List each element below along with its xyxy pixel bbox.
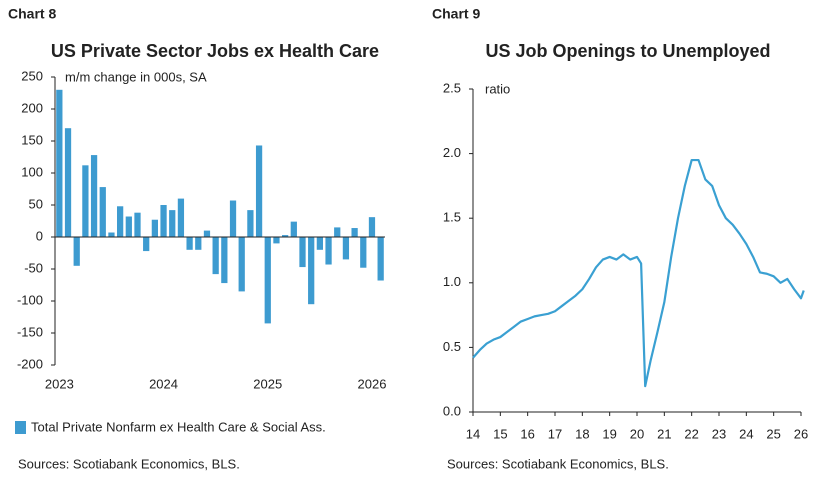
y-tick-label: 0 — [36, 228, 43, 243]
bar — [108, 232, 115, 237]
bar — [299, 237, 306, 268]
bar — [169, 210, 176, 237]
chart-label: Chart 8 — [8, 6, 56, 22]
y-tick-label: 0.5 — [443, 339, 461, 354]
bar — [160, 205, 167, 237]
bar — [151, 219, 158, 237]
x-tick-label: 22 — [684, 426, 698, 441]
bar — [316, 237, 323, 250]
bar — [342, 237, 350, 260]
x-tick-label: 14 — [466, 426, 480, 441]
bar — [308, 237, 315, 305]
x-tick-label: 15 — [493, 426, 507, 441]
bar — [177, 198, 185, 237]
bar — [325, 237, 332, 265]
x-tick-label: 17 — [548, 426, 562, 441]
bar — [255, 145, 263, 237]
y-tick-label: 250 — [21, 68, 43, 83]
x-tick-label: 16 — [520, 426, 534, 441]
bar — [229, 200, 237, 237]
y-tick-label: 2.5 — [443, 80, 461, 95]
bar — [99, 187, 106, 237]
y-tick-label: 2.0 — [443, 145, 461, 160]
x-tick-label: 25 — [766, 426, 780, 441]
bar — [247, 210, 254, 237]
x-tick-label: 19 — [602, 426, 616, 441]
x-tick-label: 21 — [657, 426, 671, 441]
bar — [186, 237, 193, 250]
bar — [273, 237, 280, 244]
y-tick-label: 200 — [21, 100, 43, 115]
y-tick-label: 0.0 — [443, 403, 461, 418]
bar — [82, 165, 89, 237]
sources: Sources: Scotiabank Economics, BLS. — [18, 456, 240, 471]
bar — [221, 237, 228, 284]
bar — [377, 237, 384, 281]
y-axis-label: m/m change in 000s, SA — [65, 69, 207, 84]
bar — [282, 235, 289, 237]
bar — [117, 206, 124, 237]
bar — [334, 227, 341, 237]
y-tick-label: -50 — [24, 260, 43, 275]
bar — [203, 230, 211, 237]
bar — [56, 89, 63, 237]
chart-title: US Private Sector Jobs ex Health Care — [51, 41, 379, 61]
line — [472, 158, 805, 388]
x-tick-label: 20 — [630, 426, 644, 441]
bar — [195, 237, 202, 250]
bar — [73, 237, 80, 266]
y-tick-label: 1.5 — [443, 210, 461, 225]
chart-label: Chart 9 — [432, 6, 480, 22]
bar — [290, 221, 297, 237]
bar — [238, 237, 245, 292]
bar — [64, 128, 72, 237]
sources: Sources: Scotiabank Economics, BLS. — [447, 456, 669, 471]
x-tick-label: 2023 — [45, 376, 74, 391]
x-tick-label: 24 — [739, 426, 753, 441]
x-tick-label: 18 — [575, 426, 589, 441]
y-tick-label: -100 — [17, 292, 43, 307]
x-tick-label: 2024 — [149, 376, 178, 391]
y-tick-label: 1.0 — [443, 274, 461, 289]
legend-swatch — [15, 421, 26, 434]
y-tick-label: 150 — [21, 132, 43, 147]
x-tick-label: 2025 — [253, 376, 282, 391]
y-tick-label: 100 — [21, 164, 43, 179]
bar — [360, 237, 367, 268]
bar — [90, 155, 98, 237]
legend-label: Total Private Nonfarm ex Health Care & S… — [31, 419, 326, 434]
chart-title: US Job Openings to Unemployed — [485, 41, 770, 61]
bar — [212, 237, 219, 275]
y-tick-label: 50 — [29, 196, 43, 211]
bar — [125, 216, 132, 237]
y-tick-label: -200 — [17, 356, 43, 371]
x-tick-label: 2026 — [358, 376, 387, 391]
y-axis-label: ratio — [485, 81, 510, 96]
bar — [143, 237, 150, 252]
y-tick-label: -150 — [17, 324, 43, 339]
x-tick-label: 23 — [712, 426, 726, 441]
x-tick-label: 26 — [794, 426, 808, 441]
bar — [264, 237, 271, 324]
bar — [368, 217, 376, 237]
bar — [134, 212, 141, 237]
bar — [351, 228, 358, 237]
